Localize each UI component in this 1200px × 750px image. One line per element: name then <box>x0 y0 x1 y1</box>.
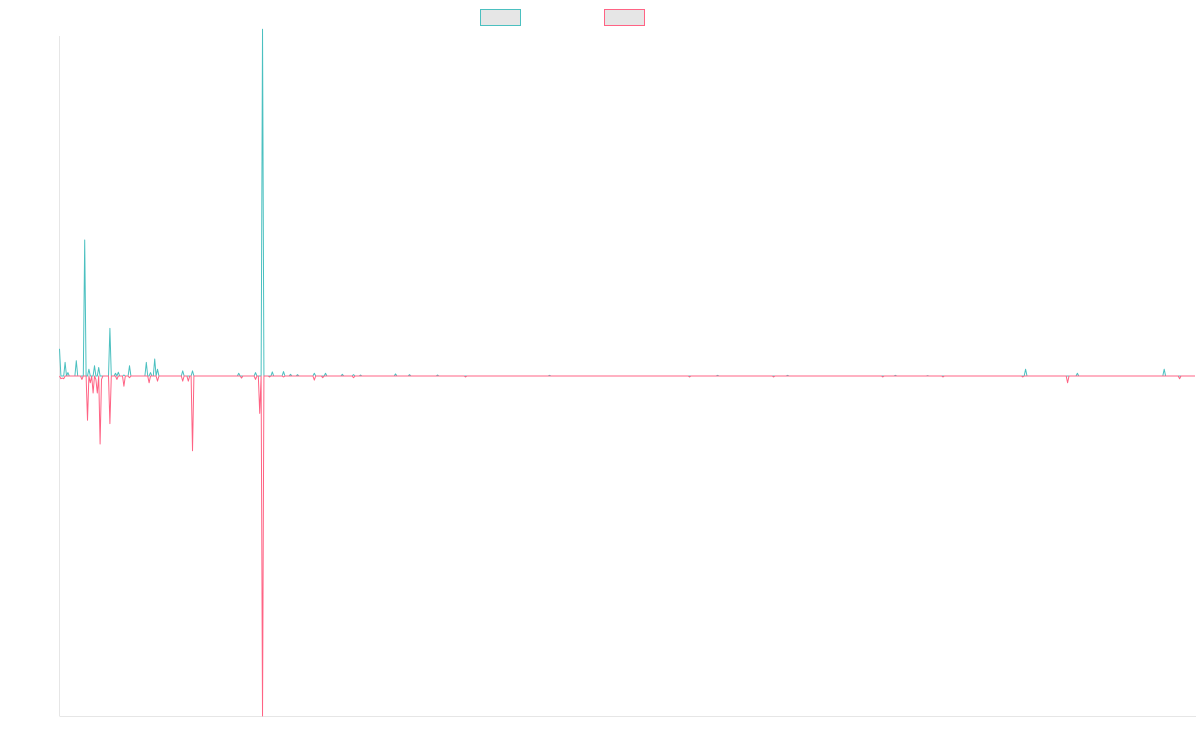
series-2-line <box>59 375 1195 717</box>
plot-area <box>59 28 1195 717</box>
series-1-line <box>59 28 1195 377</box>
legend[interactable] <box>480 9 645 26</box>
legend-swatch-2[interactable] <box>604 9 645 26</box>
legend-swatch-1[interactable] <box>480 9 521 26</box>
